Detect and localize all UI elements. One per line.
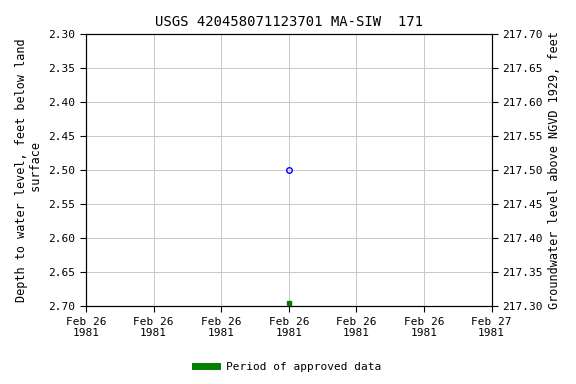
- Y-axis label: Groundwater level above NGVD 1929, feet: Groundwater level above NGVD 1929, feet: [548, 31, 561, 309]
- Legend: Period of approved data: Period of approved data: [191, 358, 385, 377]
- Y-axis label: Depth to water level, feet below land
 surface: Depth to water level, feet below land su…: [15, 38, 43, 302]
- Title: USGS 420458071123701 MA-SIW  171: USGS 420458071123701 MA-SIW 171: [155, 15, 423, 29]
